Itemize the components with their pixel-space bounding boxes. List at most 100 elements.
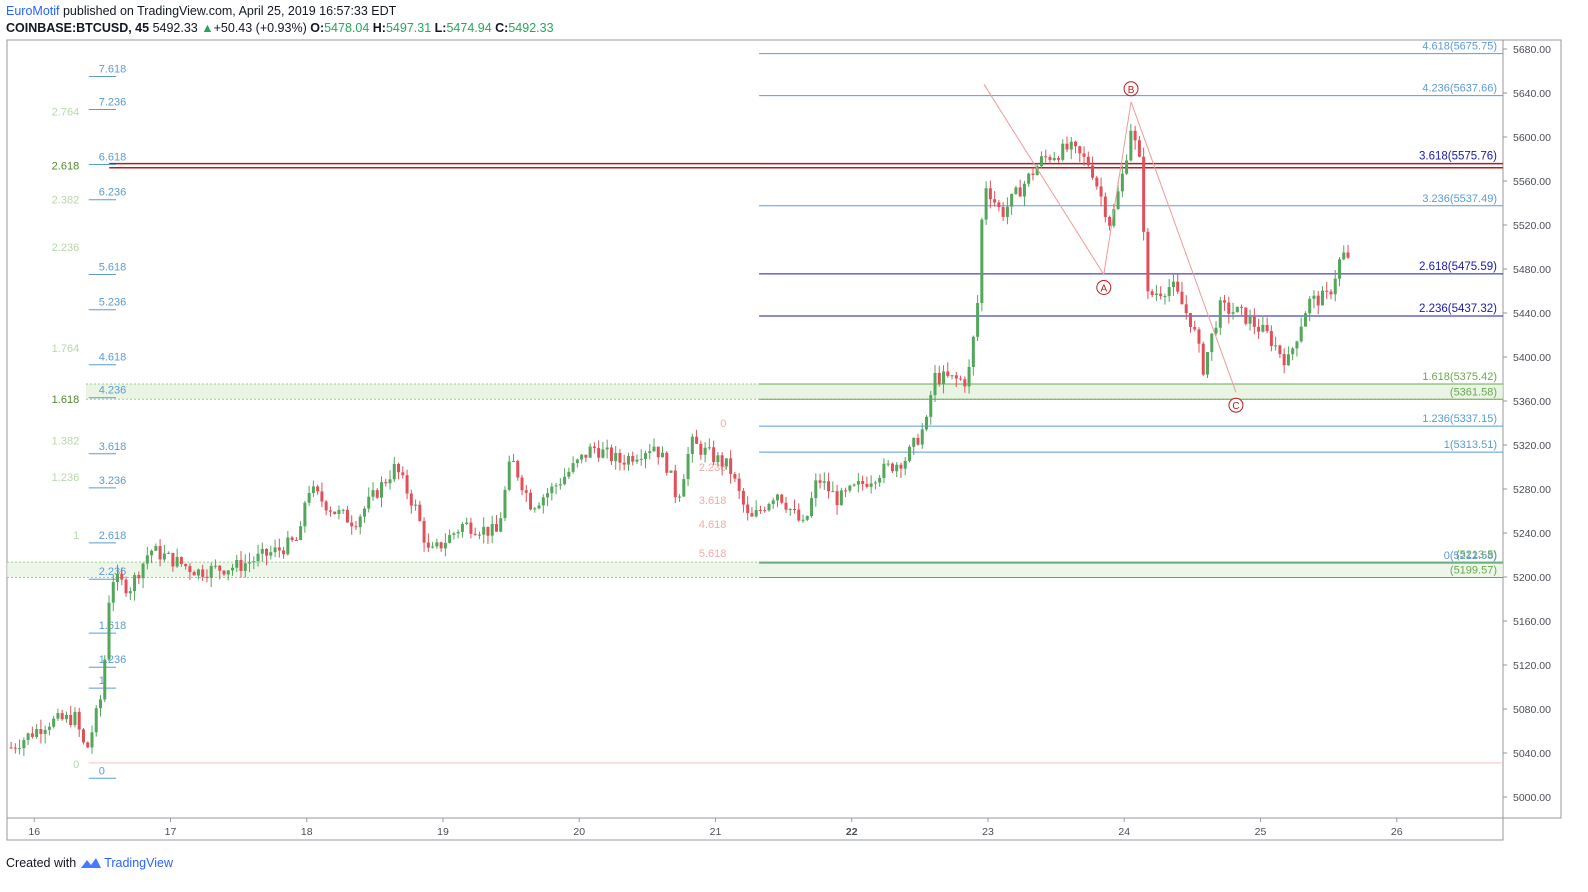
candle-body	[39, 729, 43, 734]
candle-body	[856, 481, 860, 485]
candle-body	[1201, 343, 1205, 375]
fib-level-label: 0(5212.58)	[1444, 550, 1497, 562]
candle-body	[656, 446, 660, 458]
candle-body	[1125, 160, 1129, 174]
price-tick-label: 5040.00	[1513, 748, 1551, 760]
footer: Created with TradingView	[6, 856, 173, 870]
candle-body	[1052, 158, 1056, 161]
candle-body	[409, 493, 413, 506]
candle-body	[707, 447, 711, 449]
candle-body	[282, 550, 286, 555]
candle-body	[482, 526, 486, 535]
candle-body	[558, 484, 562, 486]
candle-body	[1308, 298, 1312, 314]
candle-body	[614, 452, 618, 462]
candle-body	[77, 711, 81, 730]
candle-body	[1078, 146, 1082, 154]
candle-body	[810, 498, 814, 517]
candle-body	[665, 452, 669, 473]
candle-body	[320, 491, 324, 502]
candle-body	[733, 473, 737, 479]
symbol-name[interactable]: COINBASE:BTCUSD, 45	[6, 21, 150, 35]
candle-body	[592, 446, 596, 449]
candle-body	[890, 463, 894, 472]
price-axis	[1502, 39, 1562, 819]
candle-body	[167, 552, 171, 554]
time-tick-label: 23	[982, 826, 994, 838]
candle-body	[1154, 293, 1158, 295]
candle-body	[699, 443, 703, 455]
candle-body	[201, 569, 205, 577]
candle-body	[925, 416, 929, 430]
fib-green-label: 2.236	[52, 242, 80, 254]
candle-body	[477, 534, 481, 536]
candle-body	[239, 559, 243, 571]
candle-body	[60, 713, 64, 720]
candle-body	[1265, 324, 1269, 332]
candle-body	[967, 367, 971, 387]
candle-body	[431, 546, 435, 548]
candle-body	[1129, 130, 1133, 161]
candle-body	[695, 436, 699, 444]
candle-body	[1027, 173, 1031, 184]
candle-body	[822, 481, 826, 483]
fib-level-label: 3.236(5537.49)	[1422, 193, 1497, 205]
fib-pink-label: 0	[720, 418, 726, 430]
candle-body	[1299, 326, 1303, 342]
price-tick-label: 5360.00	[1513, 396, 1551, 408]
high-label: H:	[372, 21, 386, 35]
candle-body	[324, 501, 328, 511]
candle-body	[882, 463, 886, 478]
candle-body	[316, 486, 320, 492]
candle-body	[341, 509, 345, 511]
candle-body	[584, 454, 588, 458]
close-label: C:	[495, 21, 509, 35]
candle-body	[729, 458, 733, 474]
candle-body	[1035, 166, 1039, 176]
plot-frame	[6, 39, 1504, 819]
candle-body	[529, 492, 533, 510]
tradingview-brand[interactable]: TradingView	[104, 856, 173, 870]
candle-body	[839, 490, 843, 506]
candle-body	[1291, 348, 1295, 355]
candle-body	[213, 565, 217, 567]
candle-body	[494, 524, 498, 532]
price-tick-label: 5480.00	[1513, 264, 1551, 276]
candle-body	[371, 490, 375, 497]
candle-body	[793, 508, 797, 510]
candle-body	[1001, 207, 1005, 217]
time-tick-label: 18	[301, 826, 313, 838]
candle-body	[848, 485, 852, 491]
candle-body	[188, 566, 192, 573]
candle-body	[141, 563, 145, 579]
fib-level-label: 1.236(5337.15)	[1422, 413, 1497, 425]
candle-body	[988, 188, 992, 200]
candle-body	[1218, 300, 1222, 328]
candle-body	[448, 534, 452, 543]
candle-body	[912, 438, 916, 447]
elliott-wave-line	[983, 83, 1237, 393]
last-price: 5492.33	[152, 21, 198, 35]
chart-header: EuroMotif published on TradingView.com, …	[6, 3, 554, 37]
candle-body	[422, 520, 426, 543]
candle-body	[303, 502, 307, 527]
publisher-link[interactable]: EuroMotif	[6, 4, 60, 18]
candle-body	[307, 493, 311, 503]
candle-body	[716, 455, 720, 463]
candle-body	[805, 516, 809, 520]
candle-body	[831, 491, 835, 493]
wave-label-circle	[1123, 81, 1139, 97]
candle-body	[1112, 209, 1116, 226]
candle-body	[775, 494, 779, 501]
candle-body	[1227, 302, 1231, 314]
fib-level-label: 1.618(5375.42)	[1422, 371, 1497, 383]
candle-body	[99, 699, 102, 709]
fib-level-label: 4.236(5637.66)	[1422, 83, 1497, 95]
candle-body	[907, 446, 911, 461]
candle-body	[984, 188, 988, 220]
candle-body	[852, 484, 856, 486]
candle-body	[1231, 312, 1235, 314]
candle-body	[26, 733, 30, 741]
candle-body	[1018, 187, 1022, 197]
